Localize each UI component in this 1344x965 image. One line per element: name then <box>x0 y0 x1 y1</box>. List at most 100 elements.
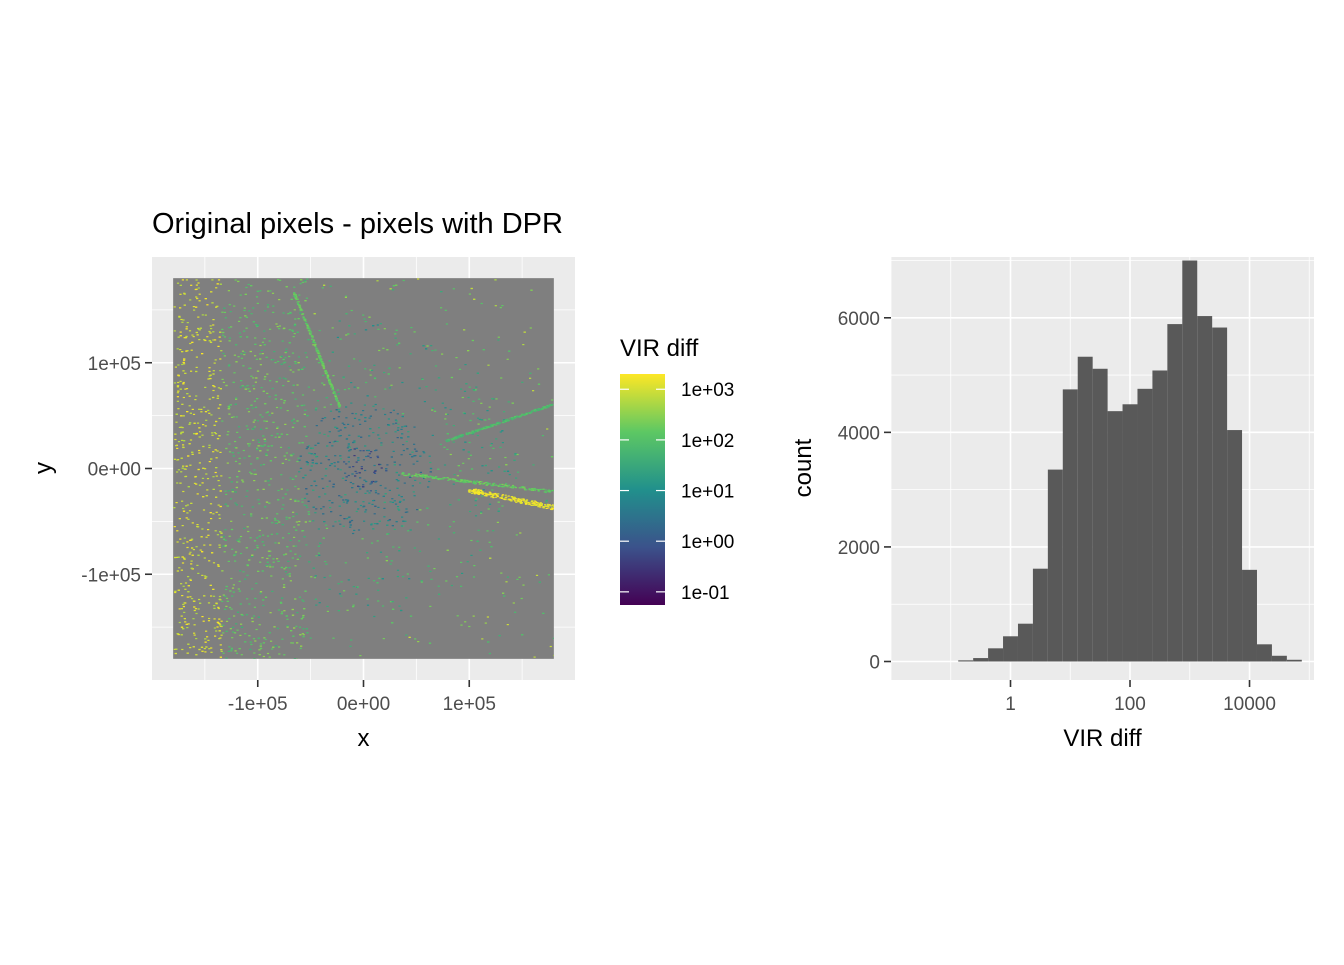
map-pixel <box>469 432 472 434</box>
map-pixel <box>496 422 499 425</box>
map-pixel <box>203 648 206 650</box>
map-pixel <box>451 439 454 441</box>
map-pixel <box>397 427 400 429</box>
map-pixel <box>539 504 542 506</box>
map-pixel <box>402 576 405 578</box>
map-pixel <box>183 337 186 339</box>
map-pixel <box>474 504 477 506</box>
map-pixel <box>205 576 208 578</box>
map-pixel <box>298 540 301 542</box>
map-pixel <box>188 405 191 407</box>
map-pixel <box>552 507 554 509</box>
map-pixel <box>278 299 281 301</box>
map-pixel <box>177 408 180 410</box>
hist-bar <box>1062 389 1078 662</box>
map-pixel <box>177 336 180 338</box>
map-pixel <box>274 542 277 544</box>
map-pixel <box>362 314 365 316</box>
map-pixel <box>252 321 255 323</box>
map-pixel <box>220 536 223 538</box>
map-pixel <box>378 463 381 466</box>
map-pixel <box>456 615 459 617</box>
map-pixel <box>511 418 514 420</box>
map-pixel <box>481 638 484 640</box>
map-pixel <box>380 442 383 444</box>
map-pixel <box>379 463 382 466</box>
map-pixel <box>282 537 285 539</box>
map-pixel <box>401 516 404 518</box>
map-pixel <box>369 415 372 417</box>
map-pixel <box>310 485 313 487</box>
map-pixel <box>347 579 350 581</box>
map-pixel <box>421 474 424 476</box>
map-pixel <box>364 420 367 422</box>
map-pixel <box>212 370 215 372</box>
map-pixel <box>246 564 249 567</box>
map-pixel <box>321 287 324 289</box>
map-pixel <box>521 381 524 383</box>
map-pixel <box>244 578 247 580</box>
map-pixel <box>214 339 217 341</box>
map-pixel <box>468 441 471 444</box>
map-pixel <box>278 328 281 330</box>
map-pixel <box>437 538 440 540</box>
map-pixel <box>257 439 260 441</box>
map-pixel <box>506 358 509 360</box>
map-pixel <box>216 438 220 440</box>
map-pixel <box>185 279 188 281</box>
map-pixel <box>288 329 291 331</box>
map-pixel <box>268 502 271 504</box>
map-pixel <box>174 438 177 441</box>
map-title: Original pixels - pixels with DPR <box>152 208 563 240</box>
map-pixel <box>340 581 343 583</box>
map-pixel <box>173 507 176 509</box>
map-pixel <box>539 506 542 508</box>
map-pixel <box>315 456 318 458</box>
map-pixel <box>214 530 217 532</box>
map-pixel <box>190 560 193 562</box>
map-pixel <box>337 610 340 612</box>
map-pixel <box>232 381 235 383</box>
map-pixel <box>469 454 472 456</box>
map-pixel <box>328 360 331 362</box>
map-pixel <box>185 623 188 625</box>
map-pixel <box>397 423 400 425</box>
map-pixel <box>186 322 189 324</box>
map-pixel <box>184 621 187 623</box>
map-pixel <box>297 369 300 371</box>
map-pixel <box>387 533 390 535</box>
map-pixel <box>388 387 391 389</box>
map-pixel <box>199 431 202 433</box>
map-pixel <box>502 422 505 424</box>
map-raster-na-area <box>173 278 554 659</box>
map-pixel <box>319 542 322 544</box>
map-pixel <box>259 290 262 292</box>
map-pixel <box>497 501 500 503</box>
map-pixel <box>385 556 388 558</box>
map-pixel <box>181 279 184 281</box>
map-pixel <box>356 586 359 588</box>
map-pixel <box>396 569 400 571</box>
map-pixel <box>279 407 282 409</box>
map-pixel <box>489 557 492 559</box>
map-pixel <box>211 302 214 304</box>
map-pixel <box>234 553 237 555</box>
map-pixel <box>266 561 269 563</box>
map-pixel <box>189 342 192 345</box>
map-pixel <box>511 487 514 489</box>
map-pixel <box>344 296 347 298</box>
map-pixel <box>245 425 248 427</box>
map-pixel <box>303 319 306 321</box>
map-pixel <box>255 582 258 584</box>
map-x-axis-title: x <box>358 725 370 752</box>
map-pixel <box>256 458 259 460</box>
map-pixel <box>396 413 399 415</box>
map-pixel <box>374 505 377 507</box>
map-pixel <box>259 344 262 347</box>
map-pixel <box>294 565 297 567</box>
map-pixel <box>528 502 531 504</box>
map-pixel <box>312 506 315 508</box>
map-pixel <box>345 313 348 315</box>
map-pixel <box>327 375 330 377</box>
